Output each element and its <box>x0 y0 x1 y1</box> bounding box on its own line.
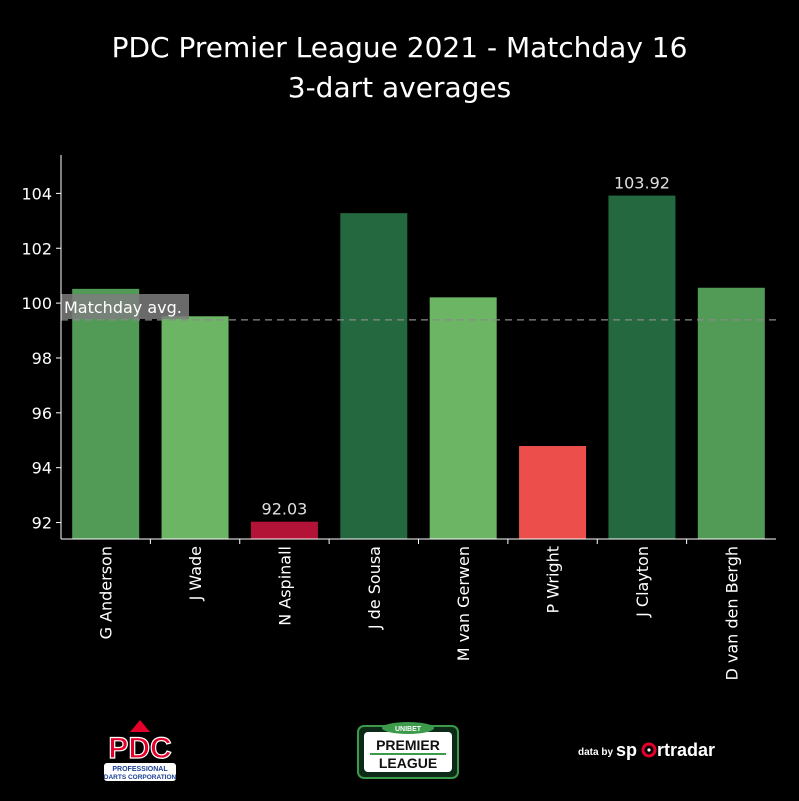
bar-n-aspinall <box>250 521 318 539</box>
pdc-flight-shape <box>130 720 150 732</box>
pl-logo-top: UNIBET <box>395 726 422 733</box>
y-tick-label-100: 100 <box>21 294 52 313</box>
pdc-logo-main: PDC <box>108 732 171 765</box>
pdc-banner <box>104 763 176 781</box>
chart-subtitle: 3-dart averages <box>287 71 512 104</box>
reference-label: Matchday avg. <box>64 298 182 317</box>
x-tick-label-j-de-sousa: J de Sousa <box>365 546 384 630</box>
pl-logo-main2: LEAGUE <box>379 755 437 771</box>
sportradar-name-a: sp <box>616 740 637 760</box>
x-tick-label-p-wright: P Wright <box>544 546 563 613</box>
sportradar-logo: data by sp rtradar <box>578 740 715 760</box>
premier-league-logo: UNIBET PREMIER LEAGUE <box>357 722 459 779</box>
x-tick-label-g-anderson: G Anderson <box>97 546 116 639</box>
sportradar-name-b: rtradar <box>657 740 715 760</box>
x-tick-label-j-wade: J Wade <box>186 546 205 601</box>
data-label-j-clayton: 103.92 <box>614 174 670 193</box>
x-tick-label-d-van-den-bergh: D van den Bergh <box>722 546 741 681</box>
pl-logo-main1: PREMIER <box>376 737 440 753</box>
chart-title: PDC Premier League 2021 - Matchday 16 <box>111 31 688 64</box>
x-tick-label-n-aspinall: N Aspinall <box>275 546 294 626</box>
x-tick-label-j-clayton: J Clayton <box>633 546 652 618</box>
bar-j-de-sousa <box>340 213 408 540</box>
bar-j-wade <box>161 316 229 539</box>
reference-label-box <box>61 294 189 319</box>
bar-d-van-den-bergh <box>697 287 765 539</box>
pl-logo-divider <box>370 753 446 755</box>
pl-logo-inner <box>364 732 452 772</box>
data-label-n-aspinall: 92.03 <box>262 500 308 519</box>
pdc-logo: PDC PROFESSIONAL DARTS CORPORATION <box>104 720 177 781</box>
sportradar-o-center <box>647 748 651 752</box>
y-tick-label-92: 92 <box>32 514 52 533</box>
y-tick-label-102: 102 <box>21 239 52 258</box>
bar-m-van-gerwen <box>429 297 497 539</box>
bar-j-clayton <box>608 195 676 539</box>
y-tick-label-96: 96 <box>32 404 52 423</box>
pdc-logo-sub2: DARTS CORPORATION <box>104 774 177 781</box>
x-tick-label-m-van-gerwen: M van Gerwen <box>454 546 473 661</box>
y-tick-label-94: 94 <box>32 459 52 478</box>
sportradar-o-icon <box>641 742 657 758</box>
pdc-logo-sub1: PROFESSIONAL <box>112 766 168 773</box>
bar-p-wright <box>519 446 587 539</box>
y-tick-label-104: 104 <box>21 184 52 203</box>
y-tick-label-98: 98 <box>32 349 52 368</box>
pl-logo-top-badge <box>382 722 434 734</box>
bar-g-anderson <box>72 288 140 539</box>
sportradar-prefix: data by <box>578 747 613 758</box>
